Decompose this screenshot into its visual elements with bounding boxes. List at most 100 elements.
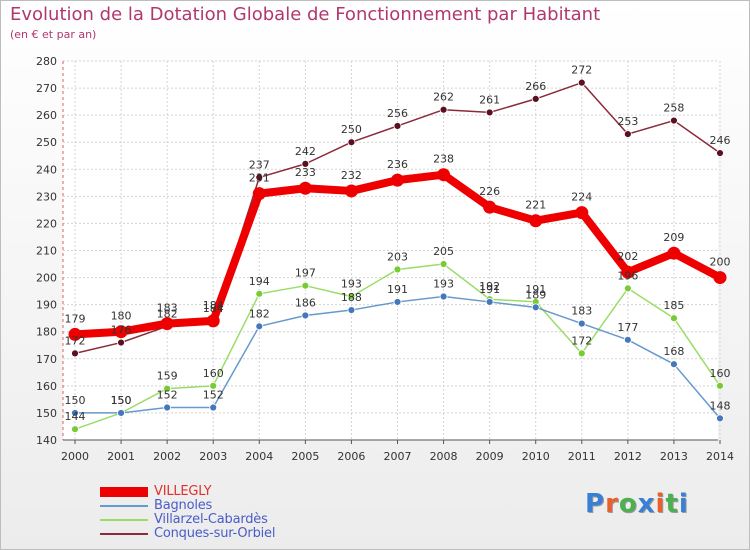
y-tick-label: 250 — [36, 136, 57, 149]
legend-swatch — [100, 505, 148, 507]
y-tick-label: 150 — [36, 407, 57, 420]
legend-label: VILLEGLY — [154, 484, 212, 499]
data-label: 191 — [479, 283, 500, 296]
data-point — [621, 265, 635, 279]
data-label: 221 — [525, 199, 546, 212]
data-label: 191 — [525, 283, 546, 296]
data-point — [298, 181, 312, 195]
data-point — [531, 303, 540, 312]
y-tick-label: 220 — [36, 217, 57, 230]
data-point — [531, 95, 540, 103]
data-label: 226 — [479, 185, 500, 198]
data-point — [209, 381, 218, 390]
data-label: 200 — [710, 256, 731, 269]
data-point — [667, 246, 681, 260]
logo-letter: t — [665, 489, 679, 519]
data-label: 168 — [663, 345, 684, 358]
data-label: 192 — [479, 280, 500, 293]
data-point — [206, 314, 220, 328]
data-point — [716, 149, 724, 157]
y-tick-label: 260 — [36, 109, 57, 122]
data-point — [485, 298, 494, 306]
data-point — [71, 409, 79, 417]
data-label: 148 — [710, 399, 731, 412]
data-label: 184 — [203, 299, 224, 312]
data-point — [252, 187, 266, 201]
data-label: 262 — [433, 91, 454, 104]
data-label: 205 — [433, 245, 454, 258]
data-label: 184 — [203, 302, 224, 315]
data-label: 160 — [203, 367, 224, 380]
y-tick-label: 180 — [36, 326, 57, 339]
x-tick-label: 2011 — [568, 450, 596, 463]
data-point — [713, 271, 727, 285]
data-label: 152 — [157, 389, 178, 402]
legend-swatch — [100, 533, 148, 535]
data-point — [670, 360, 678, 369]
legend-item: Bagnoles — [100, 499, 275, 513]
legend-label: Conques-sur-Orbiel — [154, 526, 276, 541]
y-tick-label: 280 — [36, 55, 57, 68]
x-tick-label: 2004 — [245, 450, 273, 463]
data-point — [670, 314, 678, 323]
data-label: 150 — [111, 394, 132, 407]
data-point — [71, 425, 79, 434]
legend-label: Villarzel-Cabardès — [154, 512, 268, 527]
data-point — [255, 289, 264, 298]
data-point — [347, 292, 356, 301]
x-tick-label: 2009 — [476, 450, 504, 463]
line-chart: 140 150 160 170 180 190 200 210 220 230 240 250 260 2… — [36, 55, 734, 463]
logo-letter: r — [605, 489, 619, 519]
x-tick-label: 2014 — [706, 450, 734, 463]
data-label: 177 — [617, 321, 638, 334]
data-label: 172 — [571, 334, 592, 347]
data-point — [439, 105, 448, 114]
x-tick-label: 2005 — [291, 450, 319, 463]
x-tick-label: 2002 — [153, 450, 181, 463]
y-tick-label: 230 — [36, 190, 57, 203]
data-label: 188 — [341, 291, 362, 304]
data-point — [623, 130, 632, 138]
x-tick-label: 2013 — [660, 450, 688, 463]
data-point — [393, 298, 402, 306]
data-label: 197 — [295, 267, 316, 280]
data-label: 183 — [571, 305, 592, 318]
x-tick-label: 2012 — [614, 450, 642, 463]
data-label: 202 — [617, 250, 638, 263]
data-label: 236 — [387, 158, 408, 171]
data-point — [71, 349, 79, 358]
data-label: 203 — [387, 250, 408, 263]
chart-legend: VILLEGLY Bagnoles Villarzel-Cabardès Conque… — [100, 485, 275, 541]
data-label: 189 — [525, 288, 546, 301]
data-point — [393, 265, 402, 274]
x-tick-label: 2010 — [522, 450, 550, 463]
data-point — [623, 284, 632, 293]
data-point — [255, 322, 264, 331]
data-label: 185 — [663, 299, 684, 312]
y-tick-label: 140 — [36, 434, 57, 447]
legend-item: Villarzel-Cabardès — [100, 513, 275, 527]
data-point — [160, 317, 174, 331]
data-label: 231 — [249, 172, 270, 185]
data-point — [347, 306, 356, 314]
data-label: 183 — [157, 302, 178, 315]
legend-swatch — [100, 519, 148, 521]
data-label: 256 — [387, 107, 408, 120]
data-label: 232 — [341, 169, 362, 182]
data-point — [114, 325, 128, 339]
data-label: 144 — [65, 410, 86, 423]
data-point — [439, 292, 448, 301]
data-label: 238 — [433, 153, 454, 166]
y-tick-label: 270 — [36, 82, 57, 95]
logo-letter: o — [618, 489, 638, 519]
data-point — [670, 116, 678, 125]
data-point — [255, 173, 264, 182]
data-point — [301, 159, 310, 168]
x-tick-label: 2007 — [384, 450, 412, 463]
data-label: 261 — [479, 93, 500, 106]
data-point — [347, 138, 356, 147]
data-point — [163, 384, 172, 393]
data-label: 224 — [571, 191, 592, 204]
legend-swatch — [100, 487, 148, 497]
data-point — [577, 78, 586, 87]
